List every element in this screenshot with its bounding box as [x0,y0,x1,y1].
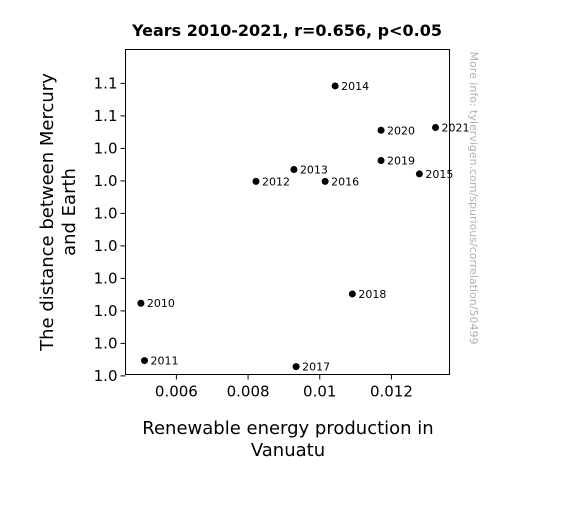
y-tick-label: 1.1 [94,74,118,92]
data-point-label: 2017 [302,361,330,374]
data-point-label: 2015 [425,168,453,181]
y-tick-label: 1.0 [94,302,118,320]
data-point-label: 2016 [331,175,359,188]
y-tick-label: 1.1 [94,107,118,125]
data-point-label: 2012 [262,175,290,188]
y-tick-label: 1.0 [94,204,118,222]
data-point-label: 2020 [387,124,415,137]
data-point [377,126,385,134]
y-tick-label: 1.0 [94,172,118,190]
data-point-label: 2018 [358,288,386,301]
y-tick-label: 1.0 [94,237,118,255]
y-axis-label-line-1: The distance between Mercury [37,73,58,352]
x-tick-label: 0.01 [303,383,336,401]
data-point [432,124,440,131]
data-point-label: 2010 [147,297,175,310]
data-point-label: 2011 [150,355,178,368]
y-tick-label: 1.0 [94,367,118,385]
data-point [140,357,148,365]
data-point-label: 2021 [442,122,470,135]
plot-area [125,49,450,375]
data-point [415,170,423,178]
data-point [137,299,145,307]
x-axis-label-line-2: Vanuatu [251,440,325,461]
chart-title: Years 2010-2021, r=0.656, p<0.05 [131,21,442,40]
y-axis: 1.0 1.0 1.0 1.0 1.0 1.0 1.0 1.0 1.1 1.1 [94,74,126,385]
data-point [290,166,298,174]
data-point-label: 2019 [387,154,415,167]
y-tick-label: 1.0 [94,334,118,352]
x-axis: 0.006 0.008 0.01 0.012 [155,374,413,401]
data-points: 2010 2011 2012 2013 2014 2015 2016 2017 2018 2019… [137,80,470,374]
x-tick-label: 0.008 [227,383,270,401]
y-tick-label: 1.0 [94,139,118,157]
x-tick-label: 0.012 [370,383,413,401]
data-point [331,82,339,90]
x-tick-label: 0.006 [155,383,198,401]
x-axis-label-line-1: Renewable energy production in [142,418,433,439]
watermark-text: More info: tylervigen.com/spurious/corre… [467,52,480,345]
data-point [348,290,356,298]
data-point-label: 2013 [300,164,328,177]
data-point-label: 2014 [341,80,369,93]
y-axis-label-line-2: and Earth [59,168,80,256]
data-point [292,363,300,371]
data-point [252,177,260,185]
y-tick-label: 1.0 [94,269,118,287]
data-point [321,177,329,185]
data-point [377,156,385,164]
